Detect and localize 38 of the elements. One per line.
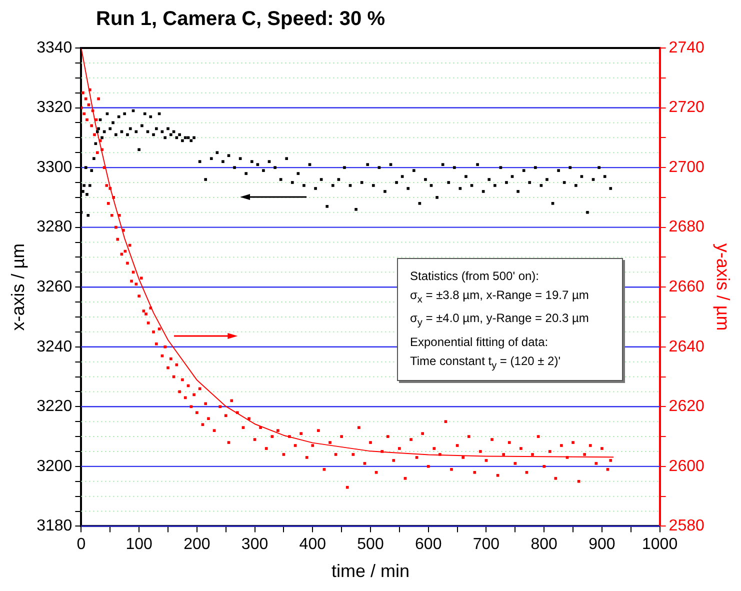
y-tick-label: 3280	[36, 218, 72, 236]
y2-tick-label: 2660	[668, 278, 704, 296]
annotation: Exponential fitting of data:	[410, 334, 550, 352]
chart-title: Run 1, Camera C, Speed: 30 %	[96, 8, 385, 31]
x-tick-label: 300	[241, 536, 268, 554]
y2-tick-label: 2700	[668, 158, 704, 176]
x-tick-label: 700	[472, 536, 500, 554]
annotation: Time constant t$_{y}$ = (120 ± 2)'	[410, 352, 562, 374]
y2-tick-label: 2580	[668, 518, 704, 535]
x-tick-label: 900	[588, 536, 616, 554]
y2-tick-label: 2640	[668, 338, 704, 356]
x-axis-title: time / min	[331, 561, 410, 582]
y-axis-title: x-axis / µm	[8, 243, 28, 331]
y-tick-label: 3180	[36, 518, 72, 535]
y2-tick-label: 2600	[668, 458, 704, 475]
y-tick-label: 3220	[36, 398, 72, 416]
y-tick-label: 3260	[36, 278, 72, 296]
annotation: Statistics (from 500' on):	[410, 268, 540, 285]
y-tick-label: 3340	[36, 39, 72, 56]
y-tick-label: 3300	[36, 158, 72, 176]
annotation: σ$_{x}$ = ±3.8 µm, x-Range = 19.7 µm	[410, 286, 590, 307]
x-tick-label: 500	[357, 536, 384, 554]
x-tick-label: 600	[415, 536, 442, 554]
y-tick-label: 3240	[36, 338, 72, 356]
y-tick-label: 3200	[36, 458, 72, 475]
x-tick-label: 800	[530, 536, 558, 554]
y2-tick-label: 2680	[668, 218, 704, 236]
annotation: σ$_{y}$ = ±4.0 µm, y-Range = 20.3 µm	[410, 310, 590, 331]
x-tick-label: 1000	[642, 536, 678, 554]
y2-tick-label: 2720	[668, 99, 704, 116]
y2-tick-label: 2740	[668, 39, 704, 56]
x-tick-label: 400	[299, 536, 326, 554]
x-tick-label: 200	[184, 536, 210, 554]
y-tick-label: 3320	[36, 99, 72, 116]
y2-axis-title: y-axis / µm	[713, 243, 734, 331]
y2-tick-label: 2620	[668, 398, 704, 416]
x-tick-label: 0	[76, 536, 86, 554]
x-tick-label: 100	[126, 536, 152, 554]
